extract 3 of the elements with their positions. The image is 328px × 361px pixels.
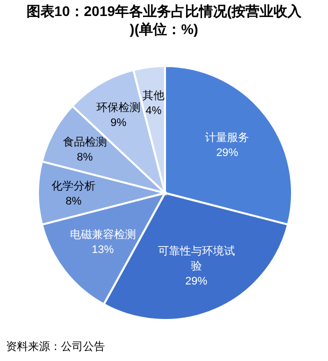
annotation: 资料来源：公司公告 <box>6 341 105 353</box>
title: )(单位：%) <box>130 21 198 37</box>
title: 图表10：2019年各业务占比情况(按营业收入 <box>26 3 302 19</box>
